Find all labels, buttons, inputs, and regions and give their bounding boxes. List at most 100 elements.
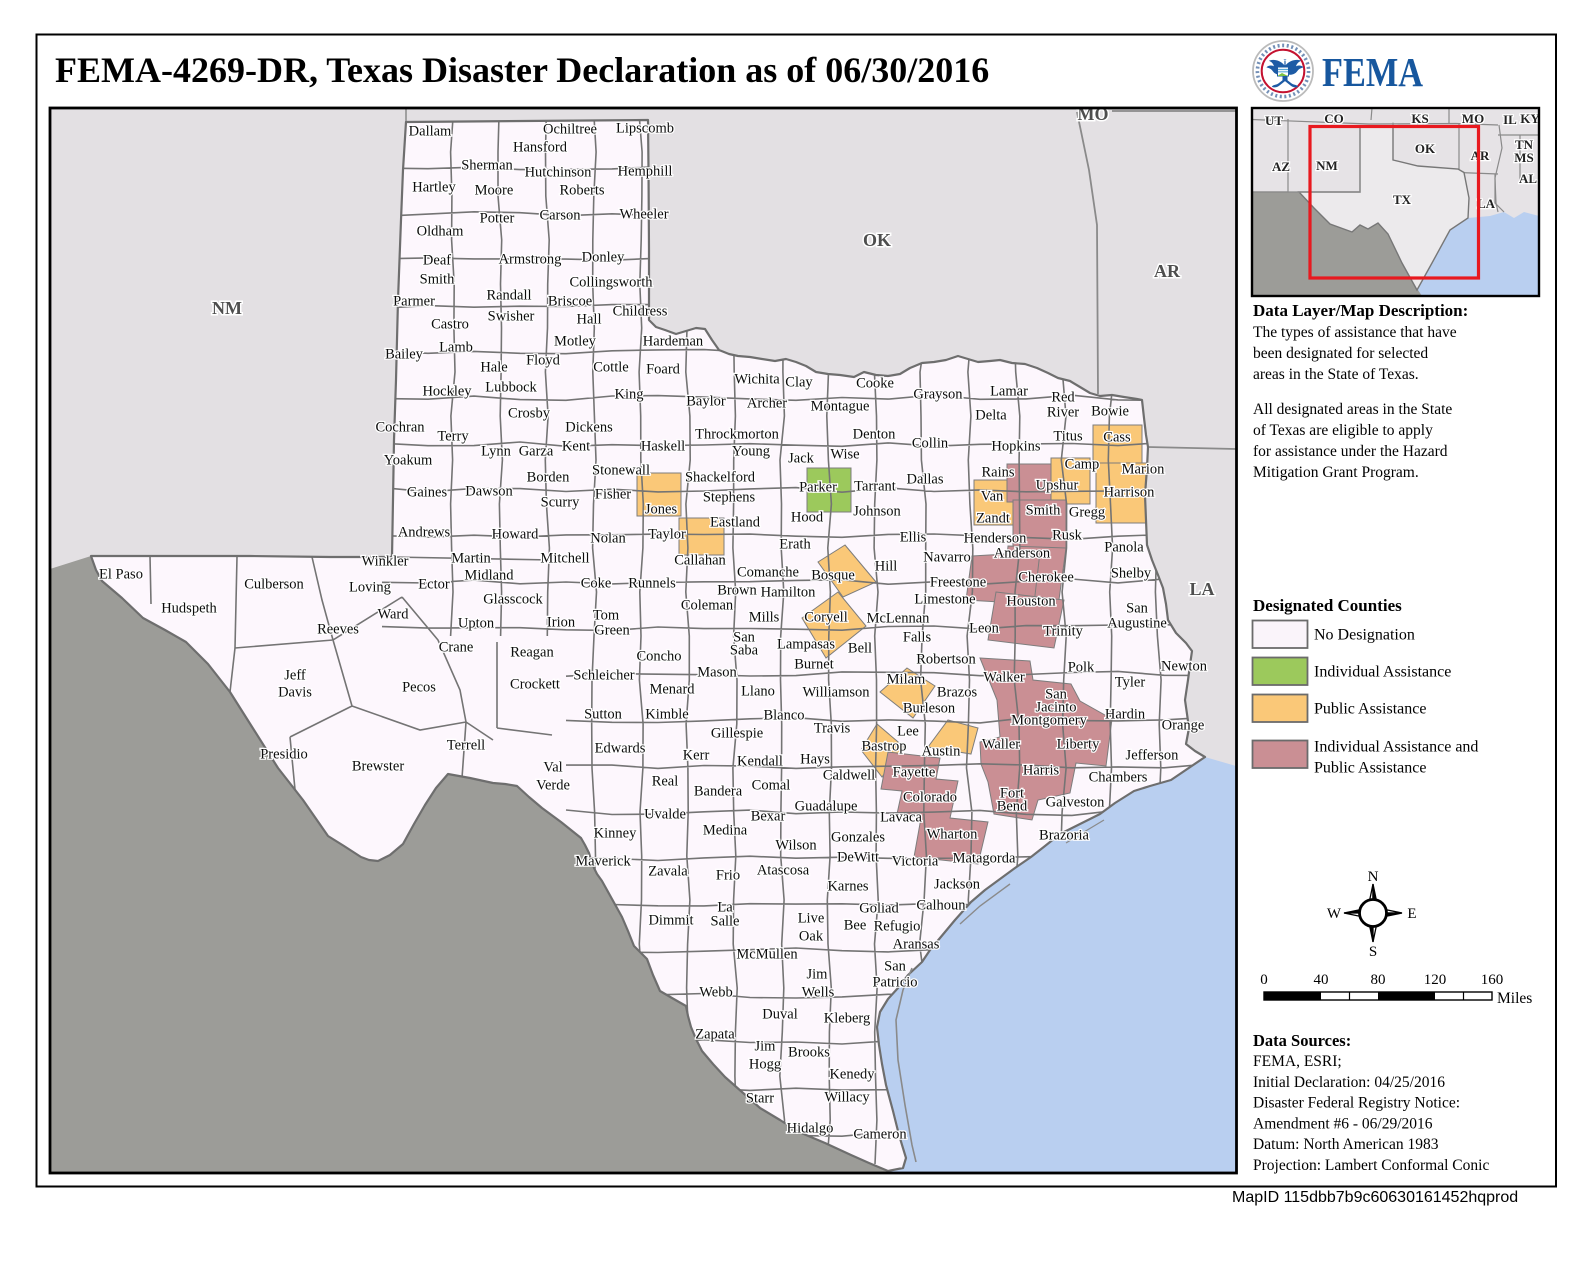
svg-text:Randall: Randall — [486, 288, 531, 304]
svg-text:Hood: Hood — [791, 510, 824, 526]
svg-text:Castro: Castro — [431, 317, 469, 333]
svg-text:Jackson: Jackson — [934, 877, 981, 893]
svg-text:Miles: Miles — [1497, 990, 1532, 1007]
svg-text:Rains: Rains — [981, 465, 1014, 481]
svg-text:Bailey: Bailey — [385, 347, 424, 363]
svg-text:Smith: Smith — [1026, 503, 1061, 519]
svg-text:Concho: Concho — [636, 649, 681, 665]
svg-text:Brewster: Brewster — [352, 759, 405, 775]
svg-text:Cherokee: Cherokee — [1018, 570, 1074, 586]
svg-text:Hopkins: Hopkins — [991, 439, 1041, 455]
svg-text:Bend: Bend — [997, 799, 1028, 815]
svg-text:E: E — [1407, 906, 1416, 922]
svg-text:NM: NM — [212, 298, 242, 318]
svg-text:of Texas are eligible to apply: of Texas are eligible to apply — [1253, 422, 1433, 439]
svg-text:Jim: Jim — [755, 1039, 777, 1055]
svg-text:Duval: Duval — [762, 1007, 797, 1023]
svg-text:Cottle: Cottle — [593, 360, 628, 376]
svg-text:Lamb: Lamb — [439, 340, 473, 356]
svg-text:Collingsworth: Collingsworth — [570, 275, 654, 291]
svg-text:Wilson: Wilson — [775, 838, 817, 854]
svg-text:Polk: Polk — [1068, 660, 1095, 676]
svg-text:Sherman: Sherman — [461, 158, 513, 174]
svg-text:Panola: Panola — [1104, 540, 1144, 556]
svg-text:40: 40 — [1314, 972, 1329, 988]
svg-text:Johnson: Johnson — [853, 504, 901, 520]
svg-text:Starr: Starr — [746, 1091, 774, 1107]
svg-text:Zapata: Zapata — [695, 1027, 735, 1043]
svg-text:Zavala: Zavala — [648, 864, 688, 880]
svg-text:Maverick: Maverick — [575, 854, 631, 870]
svg-text:Williamson: Williamson — [802, 685, 870, 701]
svg-text:Salle: Salle — [711, 914, 740, 930]
svg-text:Terrell: Terrell — [447, 738, 485, 754]
svg-text:Fayette: Fayette — [893, 765, 936, 781]
svg-text:160: 160 — [1481, 972, 1504, 988]
svg-text:Uvalde: Uvalde — [644, 807, 686, 823]
svg-text:No Designation: No Designation — [1314, 627, 1415, 644]
svg-text:McMullen: McMullen — [736, 947, 798, 963]
svg-text:OK: OK — [863, 230, 891, 250]
svg-text:Victoria: Victoria — [892, 854, 939, 870]
svg-text:Armstrong: Armstrong — [499, 252, 562, 268]
svg-text:TX: TX — [1393, 192, 1412, 207]
svg-text:Baylor: Baylor — [686, 394, 726, 410]
svg-text:Hamilton: Hamilton — [761, 585, 817, 601]
svg-text:Glasscock: Glasscock — [483, 592, 543, 608]
svg-text:Kinney: Kinney — [594, 826, 637, 842]
svg-text:Navarro: Navarro — [923, 550, 971, 566]
svg-text:Projection: Lambert Conformal: Projection: Lambert Conformal Conic — [1253, 1157, 1489, 1174]
svg-text:Brown: Brown — [717, 583, 757, 599]
svg-text:Jeff: Jeff — [284, 668, 306, 684]
svg-text:Menard: Menard — [649, 682, 695, 698]
svg-text:Public Assistance: Public Assistance — [1314, 760, 1426, 777]
svg-text:Irion: Irion — [547, 615, 576, 631]
svg-text:Denton: Denton — [853, 427, 896, 443]
svg-text:Goliad: Goliad — [859, 901, 899, 917]
svg-text:Crockett: Crockett — [510, 677, 560, 693]
svg-text:Colorado: Colorado — [903, 790, 957, 806]
svg-text:Mason: Mason — [697, 665, 737, 681]
svg-text:Erath: Erath — [779, 537, 811, 553]
svg-text:Coleman: Coleman — [681, 598, 734, 614]
svg-text:Kendall: Kendall — [737, 754, 783, 770]
svg-text:Hockley: Hockley — [422, 384, 472, 400]
svg-text:AL: AL — [1519, 171, 1537, 186]
svg-text:AR: AR — [1471, 148, 1490, 163]
svg-text:Chambers: Chambers — [1089, 770, 1148, 786]
svg-text:Tom: Tom — [593, 608, 620, 624]
svg-text:Van: Van — [981, 489, 1004, 505]
svg-text:Aransas: Aransas — [893, 937, 940, 953]
svg-text:Patricio: Patricio — [872, 975, 917, 991]
svg-text:Austin: Austin — [922, 744, 961, 760]
svg-text:Burleson: Burleson — [903, 701, 956, 717]
svg-text:Wharton: Wharton — [927, 827, 978, 843]
svg-text:Brazoria: Brazoria — [1039, 828, 1089, 844]
svg-text:LA: LA — [1477, 196, 1496, 211]
svg-text:Taylor: Taylor — [648, 527, 686, 543]
svg-text:Hartley: Hartley — [412, 180, 456, 196]
svg-text:Frio: Frio — [716, 868, 740, 884]
svg-text:Stephens: Stephens — [703, 490, 756, 506]
svg-text:El Paso: El Paso — [99, 567, 143, 583]
svg-text:Bosque: Bosque — [811, 568, 855, 584]
svg-text:120: 120 — [1424, 972, 1447, 988]
svg-text:Hill: Hill — [875, 559, 898, 575]
svg-text:Jack: Jack — [788, 451, 815, 467]
svg-text:Lavaca: Lavaca — [880, 810, 922, 826]
svg-text:Callahan: Callahan — [674, 553, 726, 569]
svg-text:Schleicher: Schleicher — [573, 668, 634, 684]
svg-text:IL: IL — [1503, 112, 1517, 127]
svg-text:Refugio: Refugio — [874, 919, 921, 935]
svg-text:Lee: Lee — [897, 724, 919, 740]
svg-text:Individual Assistance and: Individual Assistance and — [1314, 739, 1478, 756]
svg-text:Martin: Martin — [451, 551, 491, 567]
svg-text:Mills: Mills — [749, 610, 780, 626]
svg-text:AR: AR — [1154, 261, 1181, 281]
svg-text:Public Assistance: Public Assistance — [1314, 701, 1426, 718]
svg-text:Cochran: Cochran — [375, 420, 425, 436]
svg-text:Marion: Marion — [1122, 462, 1165, 478]
svg-text:Webb: Webb — [699, 985, 732, 1001]
svg-text:Gonzales: Gonzales — [831, 830, 885, 846]
svg-text:Robertson: Robertson — [916, 652, 976, 668]
